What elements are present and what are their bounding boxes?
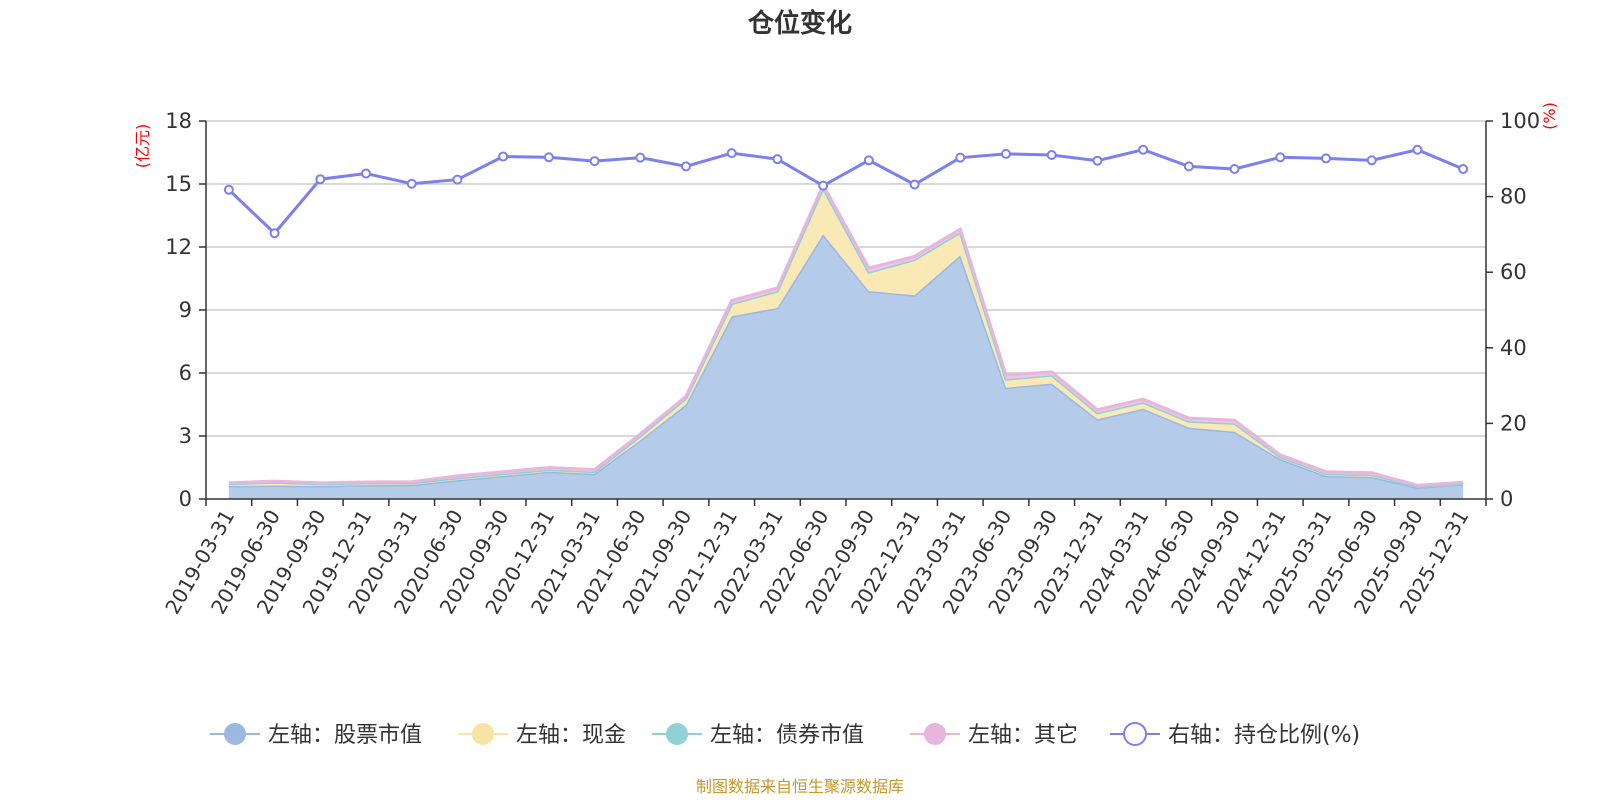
legend-label-2: 左轴：债券市值: [710, 723, 864, 748]
position-ratio-series: [223, 144, 1469, 239]
ratio-point-22: [1229, 164, 1240, 175]
right-tick-label-5: 100: [1500, 109, 1540, 133]
ratio-point-5: [452, 174, 463, 185]
legend-item-0: 左轴：股票市值: [210, 723, 422, 748]
ratio-point-0: [223, 184, 234, 195]
ratio-point-26: [1412, 144, 1423, 155]
left-axis-unit: (亿元): [133, 124, 152, 169]
ratio-point-16: [955, 152, 966, 163]
ratio-point-19: [1092, 155, 1103, 166]
ratio-point-8: [589, 156, 600, 167]
ratio-line: [227, 148, 1464, 236]
ratio-point-24: [1321, 153, 1331, 164]
left-tick-label-5: 15: [165, 172, 192, 196]
left-tick-label-1: 3: [179, 424, 192, 448]
right-tick-label-3: 60: [1500, 260, 1527, 284]
ratio-point-4: [406, 178, 417, 189]
area-fill-1: [228, 188, 1464, 488]
legend-marker-3: [924, 723, 946, 745]
legend-marker-4: [1123, 722, 1147, 746]
legend-item-4: 右轴：持仓比例(%): [1110, 722, 1360, 748]
ratio-point-25: [1366, 155, 1377, 166]
legend-marker-0: [224, 723, 246, 745]
ratio-point-10: [681, 161, 691, 172]
area-series-0: [228, 231, 1464, 499]
ratio-point-18: [1046, 150, 1057, 161]
ratio-point-21: [1183, 161, 1194, 172]
legend-item-1: 左轴：现金: [458, 723, 626, 748]
stacked-areas: [228, 181, 1464, 499]
legend-item-2: 左轴：债券市值: [652, 723, 864, 748]
ratio-point-12: [772, 154, 783, 165]
ratio-point-23: [1275, 152, 1286, 163]
right-tick-label-2: 40: [1500, 336, 1527, 360]
left-tick-label-3: 9: [179, 298, 192, 322]
ratio-point-11: [726, 148, 737, 159]
legend-marker-1: [472, 723, 494, 745]
legend-label-0: 左轴：股票市值: [268, 723, 422, 748]
left-tick-label-6: 18: [165, 109, 192, 133]
source-note: 制图数据来自恒生聚源数据库: [696, 777, 904, 796]
ratio-point-6: [498, 151, 509, 162]
legend-label-4: 右轴：持仓比例(%): [1168, 723, 1360, 748]
ratio-point-1: [269, 228, 280, 239]
legend: 左轴：股票市值 左轴：现金 左轴：债券市值 左轴：其它 右轴：持仓比例(%): [210, 722, 1360, 748]
area-line-3: [228, 181, 1464, 487]
area-fill-0: [228, 234, 1464, 499]
ratio-point-27: [1458, 164, 1469, 175]
right-tick-label-4: 80: [1500, 185, 1527, 209]
legend-label-3: 左轴：其它: [968, 723, 1078, 748]
ratio-point-7: [543, 152, 554, 163]
chart-title: 仓位变化: [747, 8, 852, 39]
left-tick-label-0: 0: [179, 487, 192, 511]
ratio-point-13: [818, 180, 829, 191]
legend-label-1: 左轴：现金: [516, 723, 626, 748]
ratio-point-2: [315, 174, 326, 185]
right-tick-label-0: 0: [1500, 487, 1513, 511]
ratio-point-17: [1001, 148, 1011, 159]
right-axis-unit: (%): [1540, 102, 1559, 130]
ratio-point-20: [1138, 144, 1149, 155]
left-tick-label-2: 6: [179, 361, 192, 385]
right-tick-label-1: 20: [1500, 411, 1527, 435]
ratio-point-15: [909, 179, 920, 190]
ratio-point-9: [635, 152, 646, 163]
area-series-3: [228, 181, 1464, 487]
legend-item-3: 左轴：其它: [910, 723, 1078, 748]
ratio-point-3: [361, 168, 371, 179]
legend-marker-2: [666, 723, 688, 745]
left-tick-label-4: 12: [165, 235, 192, 259]
ratio-point-14: [863, 155, 874, 166]
